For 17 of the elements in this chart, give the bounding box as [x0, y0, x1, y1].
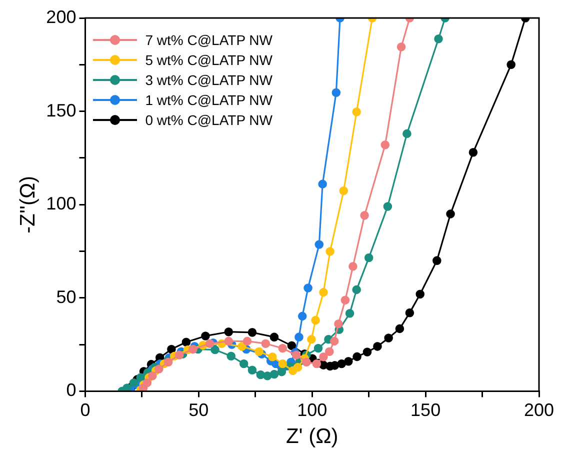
y-tick-label: 150 [46, 100, 76, 120]
legend-label: 5 wt% C@LATP NW [145, 51, 272, 70]
y-tick-label: 200 [46, 6, 76, 27]
y-axis-title: -Z''(Ω) [16, 176, 40, 234]
y-tick-label: 0 [66, 380, 76, 400]
legend-label: 1 wt% C@LATP NW [145, 91, 272, 110]
x-tick-label: 50 [188, 400, 209, 420]
y-tick-label: 50 [56, 286, 76, 307]
x-tick-label: 200 [524, 400, 554, 420]
y-tick-label: 100 [46, 194, 76, 214]
legend-label: 3 wt% C@LATP NW [145, 71, 272, 90]
x-tick-label: 100 [297, 400, 328, 420]
x-tick-label: 150 [410, 400, 441, 420]
legend-label: 0 wt% C@LATP NW [145, 111, 272, 130]
legend-label: 7 wt% C@LATP NW [145, 31, 272, 50]
x-tick-label: 0 [80, 400, 90, 420]
x-axis-title: Z' (Ω) [286, 425, 338, 448]
